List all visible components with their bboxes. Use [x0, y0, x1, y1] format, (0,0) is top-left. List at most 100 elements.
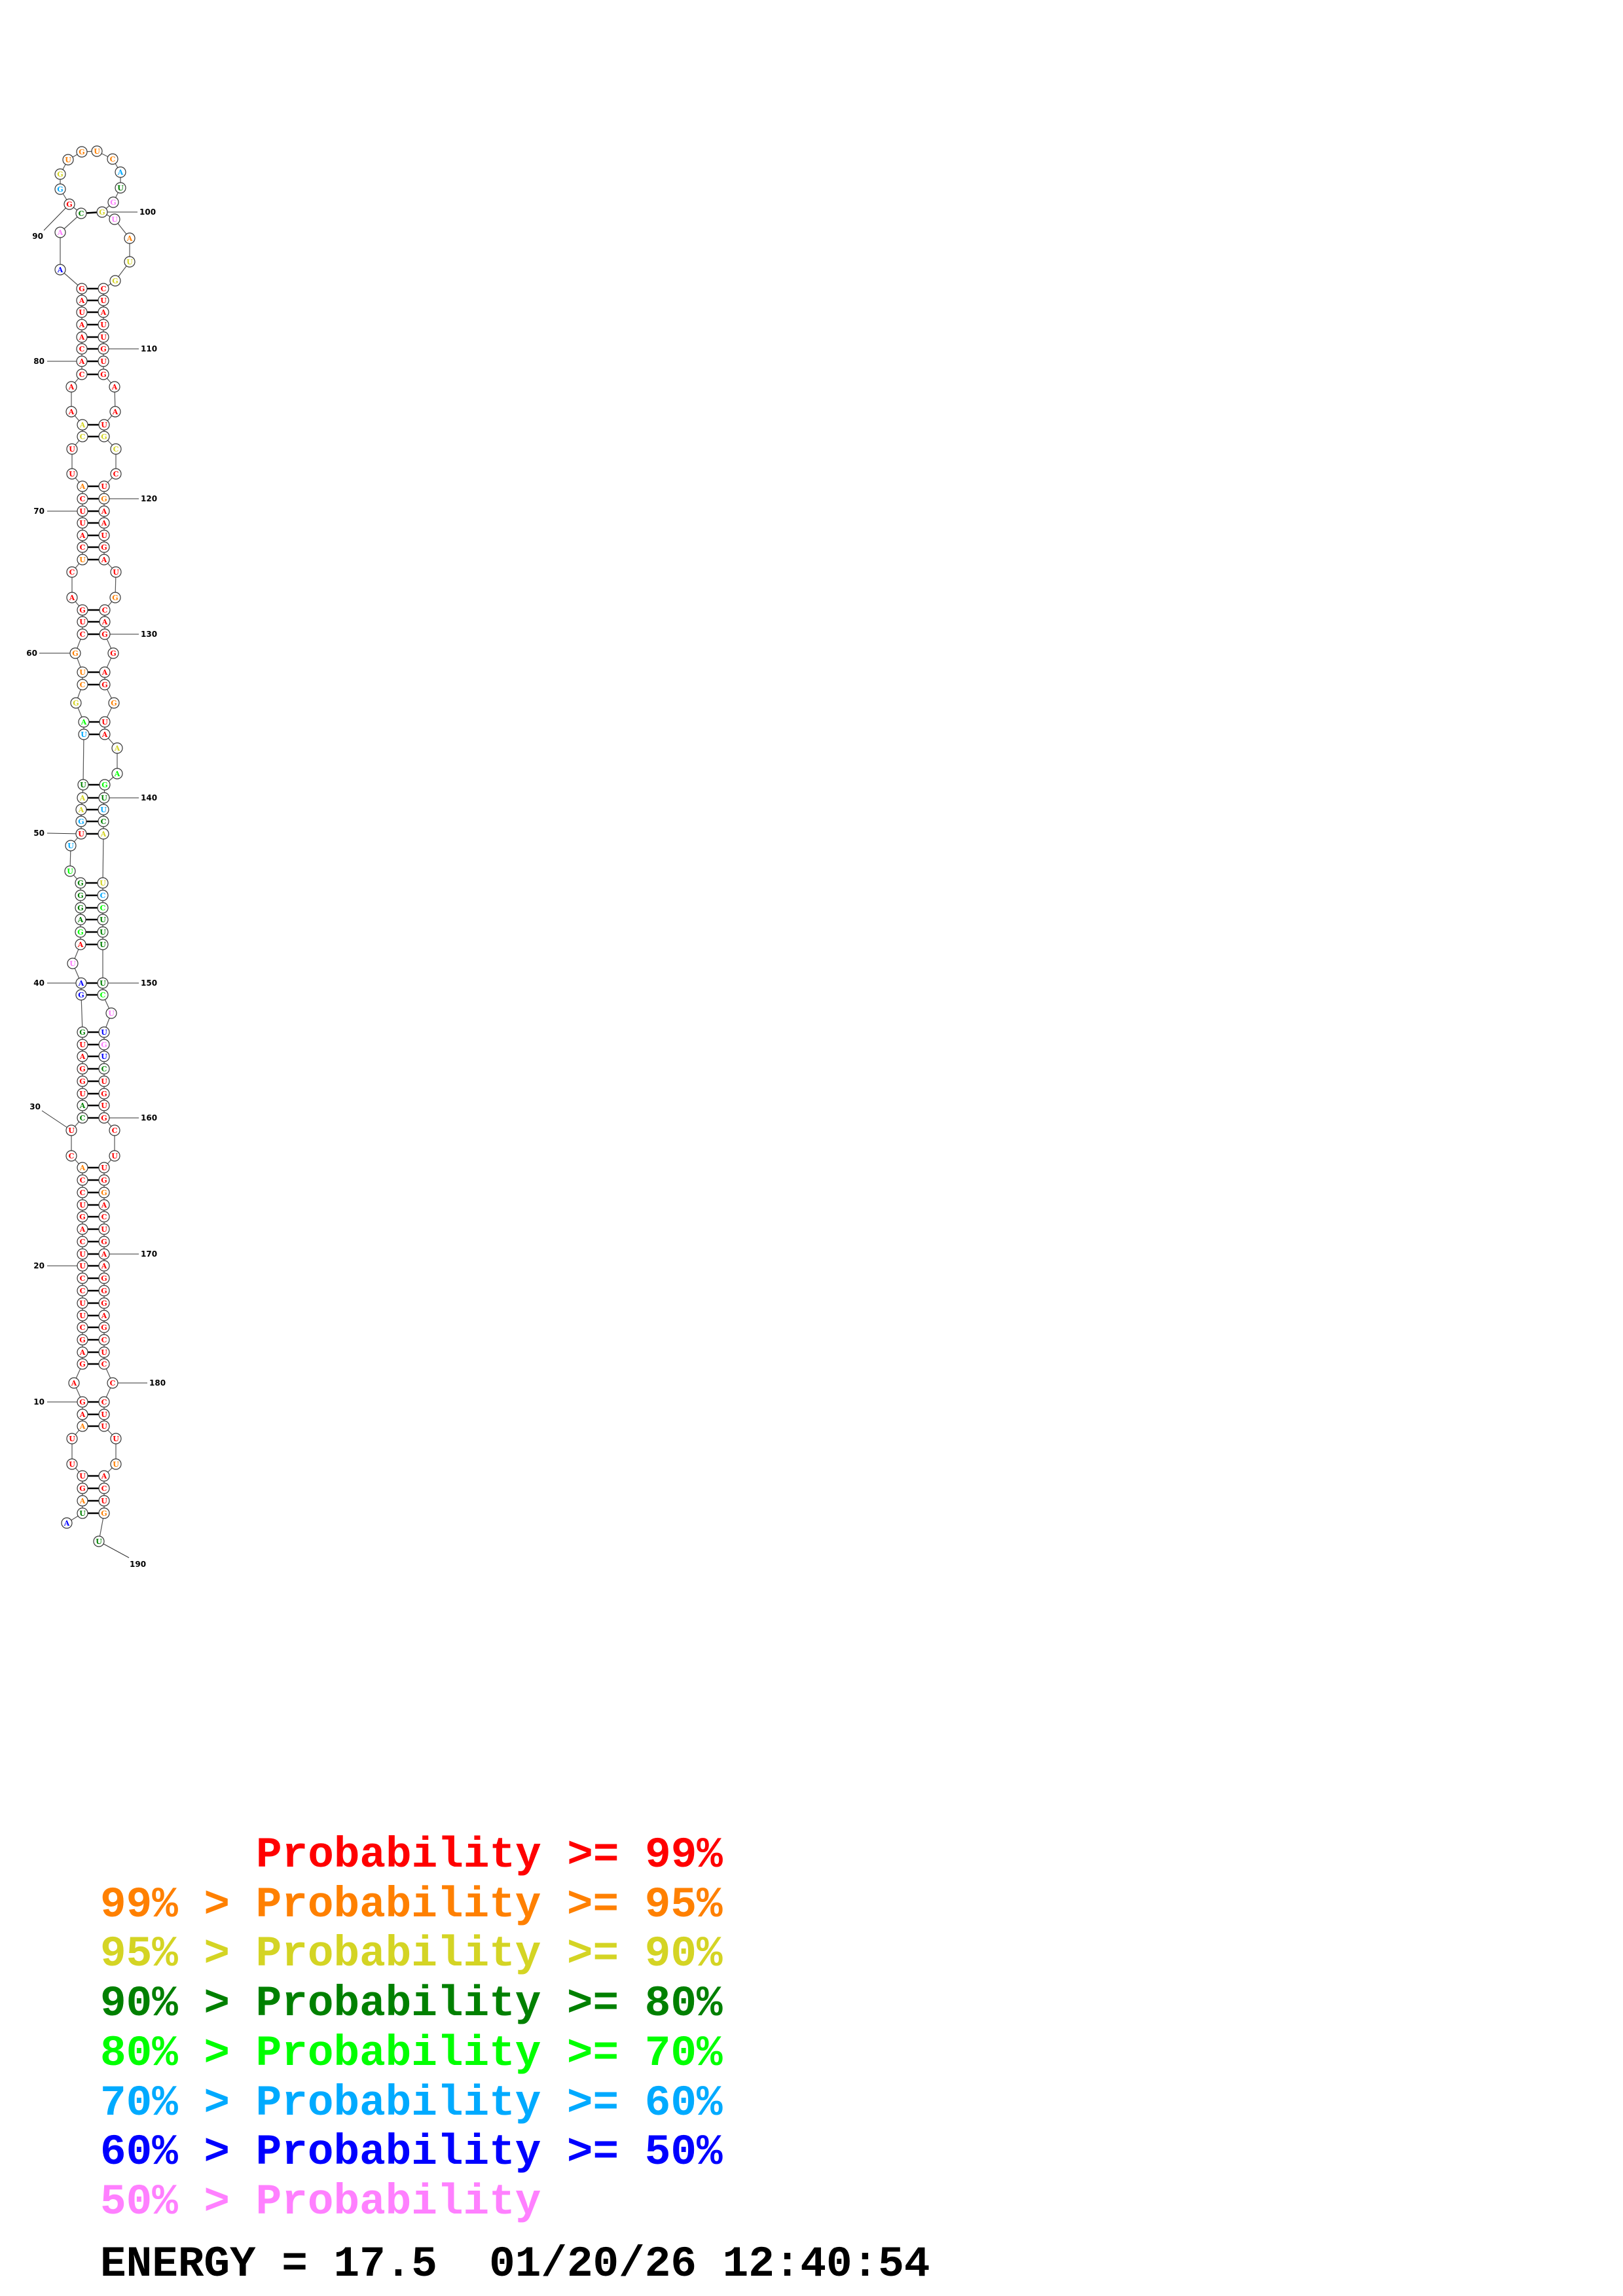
nucleotide: G	[107, 647, 119, 659]
nucleotide-letter: G	[79, 1360, 85, 1369]
position-label: 110	[141, 344, 157, 353]
nucleotide: U	[97, 939, 109, 950]
nucleotide-circle	[96, 206, 108, 218]
nucleotide: A	[77, 1495, 88, 1507]
nucleotide-circle	[77, 616, 88, 628]
nucleotide: C	[77, 1285, 88, 1297]
nucleotide: C	[77, 541, 88, 553]
nucleotide-circle	[77, 792, 88, 804]
nucleotide-circle	[109, 1124, 120, 1136]
nucleotide-circle	[98, 1211, 110, 1223]
nucleotide-letter: A	[101, 1312, 107, 1320]
nucleotide-circle	[97, 926, 109, 938]
nucleotide: G	[75, 926, 86, 938]
nucleotide-circle	[68, 1377, 80, 1389]
nucleotide-circle	[77, 1248, 88, 1260]
nucleotide-circle	[97, 989, 109, 1001]
nucleotide-letter: U	[79, 618, 86, 626]
nucleotide: U	[109, 213, 120, 225]
nucleotide-circle	[77, 1495, 88, 1507]
nucleotide: G	[98, 1297, 110, 1309]
nucleotide-letter: U	[100, 916, 106, 924]
nucleotide-letter: G	[99, 208, 105, 217]
nucleotide-circle	[65, 406, 77, 418]
nucleotide-letter: G	[101, 1041, 107, 1049]
nucleotide-letter: A	[101, 730, 108, 739]
nucleotide-circle	[98, 529, 110, 541]
nucleotide-circle	[77, 628, 88, 640]
nucleotide-circle	[76, 146, 88, 158]
nucleotide-circle	[109, 275, 121, 287]
nucleotide-circle	[124, 256, 136, 268]
nucleotide-circle	[98, 1223, 110, 1235]
nucleotide-letter: G	[79, 1028, 85, 1037]
nucleotide: C	[98, 1358, 110, 1370]
nucleotide: C	[99, 604, 111, 616]
nucleotide-circle	[77, 1100, 88, 1111]
nucleotide-letter: C	[80, 495, 86, 503]
position-label: 130	[141, 630, 157, 639]
nucleotide-letter: U	[96, 1537, 102, 1546]
position-label: 180	[149, 1378, 166, 1388]
nucleotide: A	[99, 728, 111, 740]
nucleotide: G	[77, 1063, 88, 1075]
nucleotide: G	[98, 1285, 110, 1297]
nucleotide: C	[109, 1124, 120, 1136]
nucleotide: A	[76, 319, 88, 331]
nucleotide: U	[77, 1039, 88, 1050]
nucleotide-circle	[77, 1310, 88, 1321]
nucleotide-letter: U	[117, 184, 124, 192]
nucleotide: U	[98, 792, 110, 804]
nucleotide-letter: U	[67, 867, 73, 876]
nucleotide: G	[98, 368, 109, 380]
nucleotide: A	[109, 381, 120, 393]
nucleotide-circle	[97, 902, 109, 914]
nucleotide: C	[77, 679, 88, 691]
nucleotide: G	[98, 1112, 110, 1124]
nucleotide: A	[78, 716, 90, 728]
nucleotide-letter: U	[67, 842, 74, 850]
nucleotide-letter: A	[117, 168, 124, 177]
nucleotide: G	[75, 889, 86, 901]
nucleotides: AUAGUUUAAGAGAGCUUCCUUCAGUCCACUCAUGGAUGGA…	[54, 145, 136, 1547]
nucleotide-circle	[98, 1310, 110, 1321]
legend-row-4: 90% > Probability >= 80%	[100, 1979, 723, 2028]
nucleotide: A	[77, 1162, 88, 1174]
nucleotide-letter: U	[111, 215, 118, 224]
nucleotide-letter: G	[79, 1213, 85, 1221]
nucleotide-letter: G	[101, 1323, 107, 1332]
nucleotide-circle	[66, 1433, 78, 1444]
nucleotide-letter: C	[80, 681, 86, 689]
nucleotide-letter: U	[108, 1009, 115, 1018]
nucleotide-circle	[110, 566, 122, 578]
nucleotide-circle	[77, 529, 88, 541]
nucleotide-letter: U	[79, 1312, 86, 1320]
nucleotide: A	[98, 1248, 110, 1260]
nucleotide-circle	[77, 1507, 88, 1519]
nucleotide: U	[77, 1310, 88, 1321]
nucleotide-circle	[77, 517, 88, 529]
nucleotide-letter: G	[79, 606, 85, 615]
nucleotide-circle	[115, 182, 126, 194]
nucleotide: C	[77, 1174, 88, 1186]
nucleotide: U	[93, 1535, 105, 1547]
nucleotide-circle	[76, 368, 88, 380]
nucleotide-letter: G	[111, 699, 117, 708]
nucleotide-letter: C	[69, 1152, 75, 1160]
nucleotide: G	[77, 1396, 88, 1408]
nucleotide-letter: C	[101, 1484, 107, 1493]
nucleotide-letter: U	[79, 1509, 86, 1518]
nucleotide-circle	[98, 419, 110, 431]
nucleotide-circle	[109, 406, 121, 418]
nucleotide-letter: C	[80, 1274, 86, 1283]
nucleotide: U	[91, 145, 103, 157]
nucleotide-letter: A	[101, 1250, 107, 1259]
nucleotide-letter: U	[100, 321, 107, 329]
nucleotide-letter: U	[100, 979, 106, 988]
nucleotide: A	[111, 768, 123, 780]
nucleotide-circle	[98, 1321, 110, 1333]
nucleotide-circle	[78, 728, 90, 740]
nucleotide: A	[54, 226, 66, 238]
nucleotide-letter: A	[79, 1225, 86, 1234]
